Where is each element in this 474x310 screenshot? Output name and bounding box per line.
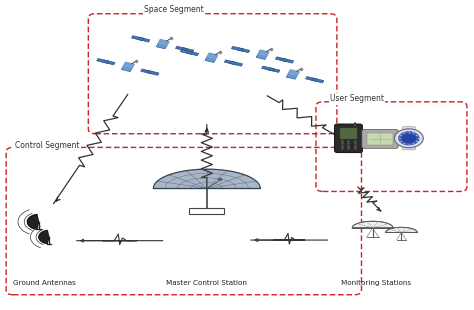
FancyBboxPatch shape [190,208,224,214]
Polygon shape [224,60,237,65]
Polygon shape [256,50,269,60]
Polygon shape [258,50,269,56]
Polygon shape [231,46,244,51]
Text: User Segment: User Segment [330,94,384,103]
FancyBboxPatch shape [367,133,393,144]
Polygon shape [123,62,134,68]
Polygon shape [286,70,299,79]
Polygon shape [230,61,243,66]
Circle shape [219,178,222,181]
Polygon shape [207,53,218,59]
Polygon shape [268,68,280,73]
FancyBboxPatch shape [340,128,356,139]
Text: Control Segment: Control Segment [15,141,80,150]
FancyBboxPatch shape [362,130,398,148]
Text: Monitoring Stations: Monitoring Stations [341,280,411,286]
Polygon shape [182,47,194,53]
Polygon shape [154,169,260,188]
Circle shape [394,129,423,148]
Polygon shape [97,59,109,64]
Polygon shape [131,36,144,41]
FancyBboxPatch shape [335,124,363,153]
Polygon shape [205,53,218,63]
Polygon shape [103,60,115,65]
Polygon shape [175,46,188,51]
Circle shape [401,134,416,143]
Text: Master Control Station: Master Control Station [166,280,247,286]
Polygon shape [386,227,417,232]
Polygon shape [158,39,169,45]
Polygon shape [186,51,199,56]
Polygon shape [39,231,49,244]
Polygon shape [141,69,153,74]
Polygon shape [27,215,39,229]
Polygon shape [282,58,294,63]
Polygon shape [180,49,192,54]
Polygon shape [146,70,159,75]
Polygon shape [262,66,274,71]
Polygon shape [237,48,250,53]
Polygon shape [156,39,169,49]
Polygon shape [121,62,134,72]
FancyBboxPatch shape [402,145,415,150]
Circle shape [399,131,419,145]
Polygon shape [311,78,324,83]
FancyBboxPatch shape [402,127,415,131]
Text: Ground Antennas: Ground Antennas [13,280,76,286]
Polygon shape [137,37,150,42]
Polygon shape [288,70,299,76]
Polygon shape [306,77,318,82]
Polygon shape [352,221,393,228]
Polygon shape [275,57,288,62]
Text: Space Segment: Space Segment [144,5,204,14]
